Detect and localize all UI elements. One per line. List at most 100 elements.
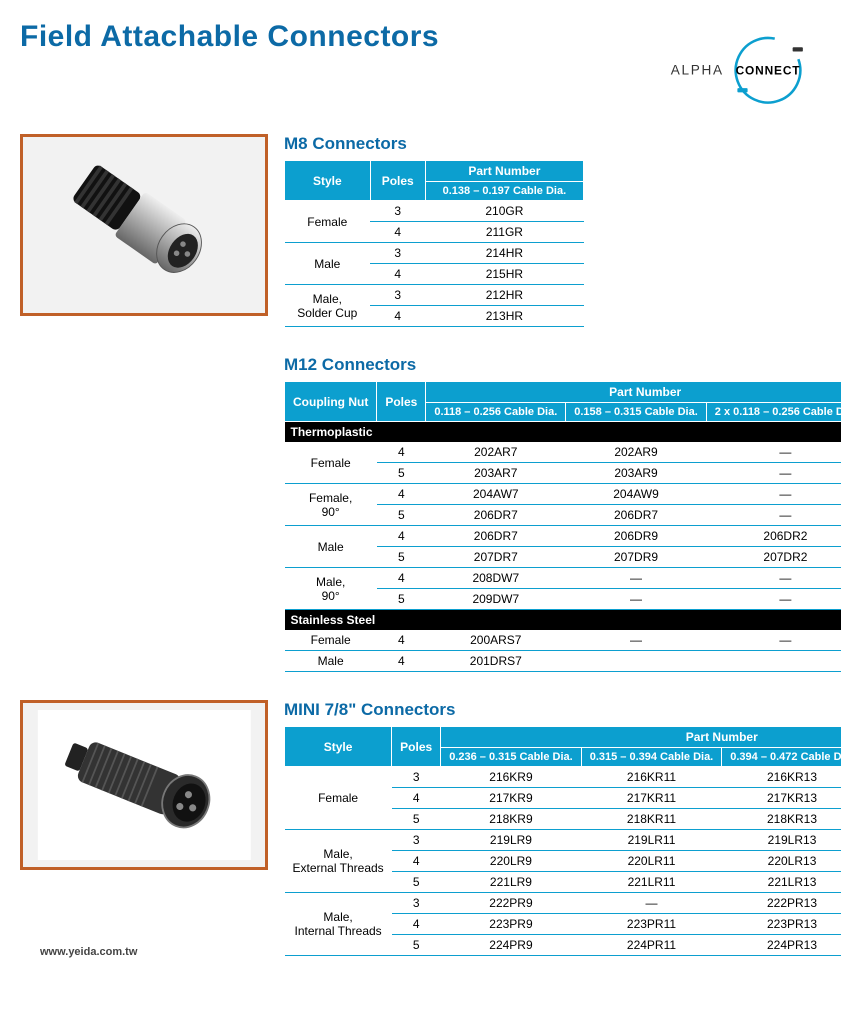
row-poles: 3 <box>370 201 425 222</box>
row-part: 219LR9 <box>441 830 582 851</box>
row-poles: 3 <box>392 893 441 914</box>
row-part: 216KR11 <box>581 767 722 788</box>
row-part: — <box>566 568 707 589</box>
row-poles: 4 <box>377 484 426 505</box>
row-poles: 4 <box>392 851 441 872</box>
row-part <box>706 651 841 672</box>
row-part: — <box>706 589 841 610</box>
row-style: Female <box>285 442 377 484</box>
table-row: Female,90°4204AW7204AW9— <box>285 484 841 505</box>
row-part: 223PR9 <box>441 914 582 935</box>
brand-left: ALPHA <box>671 62 724 77</box>
row-part: 218KR11 <box>581 809 722 830</box>
mini-hdr-group: Part Number <box>441 727 841 748</box>
row-poles: 5 <box>377 589 426 610</box>
row-part: 207DR9 <box>566 547 707 568</box>
row-part: 220LR11 <box>581 851 722 872</box>
row-poles: 3 <box>392 830 441 851</box>
row-poles: 4 <box>377 442 426 463</box>
row-part: 203AR9 <box>566 463 707 484</box>
m12-hdr-col2: 0.158 – 0.315 Cable Dia. <box>566 403 707 422</box>
row-part: 216KR9 <box>441 767 582 788</box>
row-poles: 4 <box>392 914 441 935</box>
row-part: 200ARS7 <box>426 630 566 651</box>
row-part: — <box>706 568 841 589</box>
row-part: 218KR13 <box>722 809 841 830</box>
row-part: 221LR9 <box>441 872 582 893</box>
mini-hdr-col1: 0.236 – 0.315 Cable Dia. <box>441 748 582 767</box>
m8-product-image <box>20 134 268 316</box>
row-style: Female,90° <box>285 484 377 526</box>
m8-hdr-poles: Poles <box>370 161 425 201</box>
row-part: 216KR13 <box>722 767 841 788</box>
row-part: 209DW7 <box>426 589 566 610</box>
brand-logo: ALPHA CONNECT <box>649 30 819 110</box>
table-row: Female3216KR9216KR11216KR13216KR16 <box>285 767 841 788</box>
row-part: 206DR7 <box>566 505 707 526</box>
footer-url: www.yeida.com.tw <box>40 946 137 958</box>
row-poles: 3 <box>370 285 425 306</box>
row-poles: 3 <box>370 243 425 264</box>
row-style: Female <box>285 767 392 830</box>
table-row: Male,90°4208DW7—— <box>285 568 841 589</box>
mini-hdr-poles: Poles <box>392 727 441 767</box>
row-part: 224PR11 <box>581 935 722 956</box>
m12-title: M12 Connectors <box>284 355 841 375</box>
row-style: Female <box>285 201 371 243</box>
mini-title: MINI 7/8" Connectors <box>284 700 841 720</box>
row-poles: 5 <box>392 935 441 956</box>
row-part: 221LR13 <box>722 872 841 893</box>
row-part: 219LR11 <box>581 830 722 851</box>
m12-band-steel: Stainless Steel <box>285 610 841 631</box>
row-part: 206DR2 <box>706 526 841 547</box>
table-row: Male4201DRS7 <box>285 651 841 672</box>
row-part: 219LR13 <box>722 830 841 851</box>
row-part: 223PR11 <box>581 914 722 935</box>
row-part: — <box>706 442 841 463</box>
row-part: 207DR2 <box>706 547 841 568</box>
row-part: 222PR9 <box>441 893 582 914</box>
row-style: Male,90° <box>285 568 377 610</box>
row-style: Male <box>285 243 371 285</box>
row-poles: 5 <box>392 872 441 893</box>
row-part: 202AR7 <box>426 442 566 463</box>
mini-hdr-style: Style <box>285 727 392 767</box>
m8-hdr-group: Part Number <box>425 161 583 182</box>
row-part: 204AW7 <box>426 484 566 505</box>
row-part: 210GR <box>425 201 583 222</box>
row-style: Female <box>285 630 377 651</box>
row-poles: 5 <box>377 505 426 526</box>
row-part: 213HR <box>425 306 583 327</box>
row-part: — <box>706 463 841 484</box>
row-part: 214HR <box>425 243 583 264</box>
table-row: Male,Internal Threads3222PR9—222PR13222P… <box>285 893 841 914</box>
row-part: 220LR9 <box>441 851 582 872</box>
mini-hdr-col3: 0.394 – 0.472 Cable Dia. <box>722 748 841 767</box>
row-style: Male,External Threads <box>285 830 392 893</box>
m12-hdr-poles: Poles <box>377 382 426 422</box>
row-part: 212HR <box>425 285 583 306</box>
row-poles: 4 <box>377 651 426 672</box>
m12-hdr-group: Part Number <box>426 382 841 403</box>
row-part: 204AW9 <box>566 484 707 505</box>
table-row: Male,External Threads3219LR9219LR11219LR… <box>285 830 841 851</box>
row-poles: 3 <box>392 767 441 788</box>
row-poles: 5 <box>377 547 426 568</box>
row-part: 217KR11 <box>581 788 722 809</box>
mini-hdr-col2: 0.315 – 0.394 Cable Dia. <box>581 748 722 767</box>
table-row: Male4206DR7206DR9206DR2 <box>285 526 841 547</box>
row-part: 224PR13 <box>722 935 841 956</box>
m8-table: Style Poles Part Number 0.138 – 0.197 Ca… <box>284 160 584 327</box>
row-style: Male,Internal Threads <box>285 893 392 956</box>
brand-right: CONNECT <box>736 63 801 77</box>
m8-hdr-style: Style <box>285 161 371 201</box>
table-row: Female4202AR7202AR9— <box>285 442 841 463</box>
row-part: 215HR <box>425 264 583 285</box>
row-poles: 4 <box>370 222 425 243</box>
row-poles: 5 <box>377 463 426 484</box>
row-part: — <box>706 484 841 505</box>
row-part: 224PR9 <box>441 935 582 956</box>
row-part: 208DW7 <box>426 568 566 589</box>
row-part: 217KR13 <box>722 788 841 809</box>
row-part: 206DR7 <box>426 526 566 547</box>
